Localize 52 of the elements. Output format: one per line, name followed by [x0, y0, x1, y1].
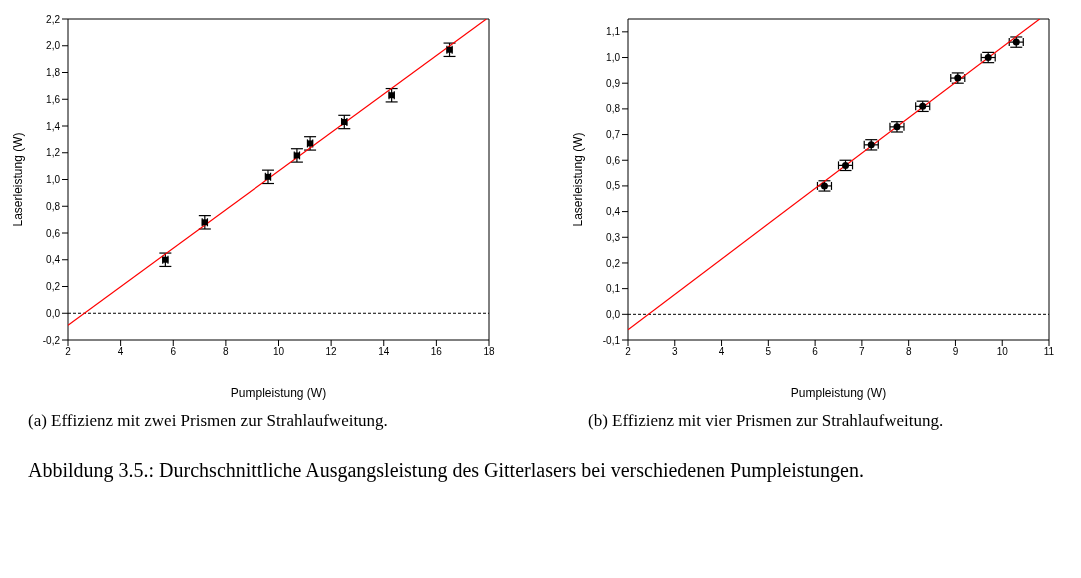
x-tick-label: 2 [625, 346, 632, 358]
y-tick-label: 0,1 [606, 283, 621, 295]
y-tick-label: 0,8 [606, 103, 621, 115]
y-tick-label: 0,5 [606, 180, 621, 192]
x-tick-label: 3 [672, 346, 678, 358]
y-tick-label: 0,9 [606, 77, 621, 89]
y-tick-label: -0,1 [602, 334, 621, 346]
y-tick-label: 0,0 [606, 308, 621, 320]
x-tick-label: 8 [905, 346, 912, 358]
y-tick-label: 0,4 [46, 254, 61, 266]
x-tick-label: 6 [812, 346, 819, 358]
y-tick-label: 0,2 [606, 257, 621, 269]
y-tick-label: 0,4 [606, 206, 621, 218]
y-tick-label: 0,7 [606, 129, 621, 141]
y-tick-label: 0,8 [46, 200, 61, 212]
y-tick-label: -0,2 [42, 334, 61, 346]
y-tick-label: 1,0 [46, 174, 61, 186]
y-tick-label: 0,3 [606, 231, 621, 243]
x-tick-label: 12 [325, 346, 338, 358]
x-axis-title: Pumpleistung (W) [230, 385, 327, 400]
x-tick-label: 11 [1043, 346, 1055, 358]
y-tick-label: 0,0 [46, 307, 61, 319]
y-tick-label: 1,0 [606, 52, 621, 64]
x-tick-label: 10 [996, 346, 1009, 358]
text: (b) Effizienz mit vier Prismen zur Strahlaufweitung. [588, 410, 945, 432]
text: (a) Effizienz mit zwei Prismen zur Strahlaufweitung. [28, 410, 389, 432]
x-tick-label: 8 [223, 346, 230, 358]
y-tick-label: 1,2 [46, 147, 61, 159]
x-tick-label: 18 [483, 346, 495, 358]
y-tick-label: 2,0 [46, 40, 61, 52]
x-tick-label: 10 [272, 346, 285, 358]
x-tick-label: 7 [859, 346, 866, 358]
x-tick-label: 16 [430, 346, 443, 358]
x-tick-label: 4 [718, 346, 725, 358]
y-tick-label: 0,6 [606, 154, 621, 166]
x-tick-label: 2 [65, 346, 72, 358]
x-tick-label: 4 [117, 346, 124, 358]
y-tick-label: 2,2 [46, 13, 61, 25]
y-axis-title: Laserleistung (W) [11, 132, 26, 227]
x-tick-label: 5 [765, 346, 772, 358]
text: Abbildung 3.5.: Durchschnittliche Ausgangsleistung des Gitterlasers bei verschiedenen Pumpleistungen. [28, 458, 865, 484]
x-tick-label: 9 [952, 346, 959, 358]
y-tick-label: 0,2 [46, 281, 61, 293]
y-tick-label: 0,6 [46, 227, 61, 239]
y-axis-title: Laserleistung (W) [571, 132, 586, 227]
y-tick-label: 1,4 [46, 120, 61, 132]
y-tick-label: 1,6 [46, 93, 61, 105]
x-tick-label: 6 [170, 346, 177, 358]
x-tick-label: 14 [378, 346, 390, 358]
y-tick-label: 1,1 [606, 26, 621, 38]
x-axis-title: Pumpleistung (W) [790, 385, 887, 400]
y-tick-label: 1,8 [46, 67, 61, 79]
